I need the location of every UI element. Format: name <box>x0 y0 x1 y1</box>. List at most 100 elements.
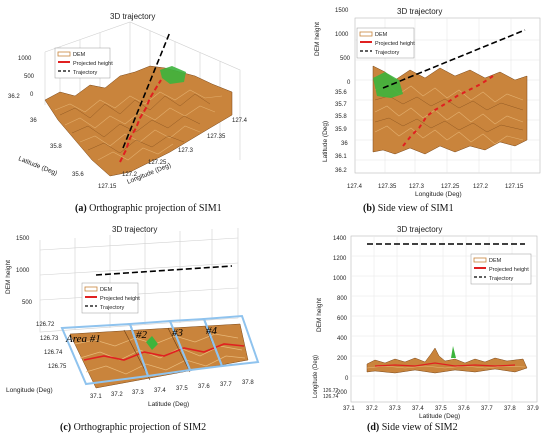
legend-trajectory: Trajectory <box>489 276 513 282</box>
z-axis-label: DEM height <box>5 260 12 294</box>
z-tick: 1000 <box>333 276 347 282</box>
x-tick: 127.15 <box>98 184 117 190</box>
x-tick: 127.2 <box>122 172 138 178</box>
z-tick: 1400 <box>333 236 347 242</box>
caption-letter: (a) <box>75 203 87 214</box>
legend-projected: Projected height <box>375 41 415 47</box>
caption-text: Orthographic projection of SIM1 <box>89 203 222 214</box>
legend-dem: DEM <box>73 52 86 58</box>
x-axis-label: Longitude (Deg) <box>415 191 462 198</box>
legend: DEM Projected height Trajectory <box>356 27 415 59</box>
x-tick: 127.15 <box>505 184 524 190</box>
z-tick: 500 <box>24 74 35 80</box>
legend-dem: DEM <box>375 32 388 38</box>
trajectory-line <box>122 31 171 149</box>
z-axis-label: DEM height <box>314 22 321 56</box>
projected-height-line <box>374 362 516 367</box>
green-region <box>373 72 403 98</box>
y-axis-label: Longitude (Deg) <box>6 387 53 394</box>
z-tick: 200 <box>337 356 348 362</box>
x-tick: 37.2 <box>366 406 378 412</box>
x-tick: 37.8 <box>242 380 254 386</box>
z-tick: 600 <box>337 316 348 322</box>
z-tick: 1000 <box>16 268 30 274</box>
plot-title: 3D trajectory <box>112 225 157 234</box>
plot-title: 3D trajectory <box>110 12 155 21</box>
legend-trajectory: Trajectory <box>100 305 124 311</box>
caption-letter: (c) <box>60 422 72 433</box>
z-tick: 0 <box>347 80 351 86</box>
y-axis-label: Latitude (Deg) <box>17 155 58 177</box>
panel-b: 3D trajectory <box>275 0 550 220</box>
x-tick: 37.8 <box>504 406 516 412</box>
panel-d: 3D trajectory DEM Projected height Traje… <box>275 220 550 439</box>
projected-height-line <box>83 343 245 361</box>
legend-dem: DEM <box>489 258 502 264</box>
y-tick: 126.72 <box>323 388 339 394</box>
y-tick: 35.8 <box>50 144 62 150</box>
caption-letter: (d) <box>367 422 380 433</box>
x-tick: 127.4 <box>347 184 363 190</box>
x-tick: 37.6 <box>198 384 210 390</box>
y-tick: 35.9 <box>335 127 347 133</box>
z-tick: 500 <box>22 300 33 306</box>
z-tick: 1500 <box>335 8 349 14</box>
legend: DEM Projected height Trajectory <box>81 282 140 314</box>
z-tick: 1000 <box>335 32 349 38</box>
caption-d: (d) Side view of SIM2 <box>367 422 458 433</box>
x-tick: 37.9 <box>527 406 539 412</box>
x-axis-label: Latitude (Deg) <box>419 413 460 420</box>
y-tick: 36.1 <box>335 154 347 160</box>
y-tick: 36.2 <box>335 168 347 174</box>
legend-trajectory: Trajectory <box>375 50 399 56</box>
x-tick: 37.3 <box>389 406 401 412</box>
y-tick: 35.8 <box>335 114 347 120</box>
z-tick: 0 <box>30 92 34 98</box>
z-tick: 500 <box>340 56 351 62</box>
dem-surface <box>69 323 249 389</box>
x-tick: 37.5 <box>435 406 447 412</box>
caption-a: (a) Orthographic projection of SIM1 <box>75 203 222 214</box>
caption-letter: (b) <box>363 203 376 214</box>
x-tick: 37.1 <box>90 394 102 400</box>
y-tick: 126.73 <box>40 336 59 342</box>
x-tick: 127.3 <box>409 184 425 190</box>
x-tick: 37.6 <box>458 406 470 412</box>
caption-text: Side view of SIM1 <box>377 203 454 214</box>
plot-d: 3D trajectory DEM Projected height Traje… <box>313 225 539 420</box>
x-tick: 37.4 <box>412 406 424 412</box>
y-axis-label: Longitude (Deg) <box>313 355 319 398</box>
projected-height-line <box>119 79 162 163</box>
y-tick: 126.72 <box>36 322 55 328</box>
z-tick: 1500 <box>16 236 30 242</box>
caption-c: (c) Orthographic projection of SIM2 <box>60 422 206 433</box>
axis-box <box>354 17 541 174</box>
legend: DEM Projected height Trajectory <box>470 253 532 285</box>
x-tick: 37.7 <box>220 382 232 388</box>
x-tick: 37.3 <box>132 390 144 396</box>
green-region <box>451 346 456 358</box>
y-tick: 36 <box>341 141 348 147</box>
y-tick: 35.6 <box>335 90 347 96</box>
area-label-4: #4 <box>206 325 218 337</box>
dem-surface <box>366 347 528 374</box>
plot-a: 3D trajectory <box>8 12 248 190</box>
y-tick: 36 <box>30 118 37 124</box>
x-tick: 37.1 <box>343 406 355 412</box>
dem-surface <box>372 65 528 155</box>
axis-box <box>350 235 538 403</box>
caption-text: Orthographic projection of SIM2 <box>73 422 207 433</box>
z-tick: 800 <box>337 296 348 302</box>
y-tick: 126.74 <box>323 394 339 400</box>
area-box-4 <box>202 314 260 368</box>
legend-dem: DEM <box>100 287 113 293</box>
z-tick: 1000 <box>18 56 32 62</box>
area-label-2: #2 <box>136 329 148 341</box>
panel-c: 3D trajectory DEM Projected height Traje… <box>0 220 275 439</box>
panel-a: 3D trajectory <box>0 0 275 220</box>
x-tick: 127.3 <box>178 148 194 154</box>
area-label-1: Area #1 <box>65 333 101 345</box>
area-label-3: #3 <box>172 327 184 339</box>
z-tick: -200 <box>335 390 348 396</box>
x-tick: 37.2 <box>111 392 123 398</box>
